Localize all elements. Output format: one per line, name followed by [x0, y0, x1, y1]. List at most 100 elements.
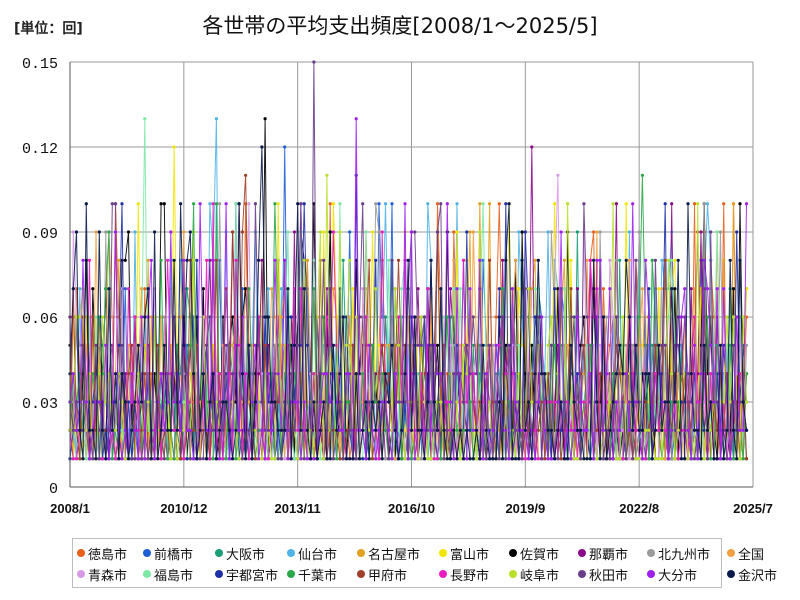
- data-point: [575, 230, 580, 234]
- data-point: [510, 287, 514, 291]
- data-point: [575, 372, 580, 376]
- data-point: [123, 287, 127, 291]
- data-point: [253, 202, 257, 206]
- legend-item: 大阪市: [215, 543, 265, 563]
- data-point: [377, 343, 381, 347]
- data-point: [679, 315, 684, 319]
- data-point: [328, 400, 332, 404]
- data-point: [653, 258, 658, 262]
- data-point: [553, 343, 557, 347]
- data-point: [435, 230, 440, 234]
- data-point: [458, 457, 462, 461]
- data-point: [218, 400, 222, 404]
- data-point: [133, 315, 137, 319]
- data-point: [302, 457, 306, 461]
- data-point: [387, 258, 391, 262]
- data-point: [367, 400, 371, 404]
- data-point: [455, 230, 459, 234]
- data-point: [348, 258, 352, 262]
- data-point: [396, 400, 401, 404]
- data-point: [618, 457, 622, 461]
- data-point: [536, 258, 540, 262]
- data-point: [185, 457, 189, 461]
- legend-swatch: [578, 549, 586, 557]
- data-point: [715, 457, 719, 461]
- data-point: [104, 230, 108, 234]
- data-point: [640, 343, 645, 347]
- data-point: [468, 230, 472, 234]
- data-point: [201, 287, 205, 291]
- data-point: [494, 400, 498, 404]
- legend-swatch: [287, 549, 295, 557]
- data-point: [140, 428, 144, 432]
- data-point: [670, 287, 674, 291]
- data-point: [211, 202, 215, 206]
- data-point: [478, 343, 482, 347]
- data-point: [198, 202, 202, 206]
- data-point: [673, 400, 677, 404]
- data-point: [328, 457, 332, 461]
- data-point: [588, 258, 593, 262]
- data-point: [644, 428, 648, 432]
- data-point: [478, 258, 482, 262]
- data-point: [208, 315, 212, 319]
- data-point: [162, 343, 166, 347]
- data-point: [647, 315, 651, 319]
- data-point: [644, 343, 648, 347]
- x-tick-label: 2016/10: [388, 501, 435, 516]
- data-point: [501, 287, 505, 291]
- x-tick-label: 2010/12: [160, 501, 207, 516]
- data-point: [390, 343, 394, 347]
- data-point: [257, 400, 261, 404]
- data-point: [351, 287, 355, 291]
- data-point: [71, 287, 75, 291]
- data-point: [666, 457, 671, 461]
- data-point: [627, 315, 632, 319]
- data-point: [540, 372, 544, 376]
- data-point: [192, 428, 196, 432]
- data-point: [725, 428, 729, 432]
- legend-label: 全国: [738, 547, 765, 563]
- legend-label: 青森市: [88, 568, 128, 584]
- data-point: [501, 457, 505, 461]
- data-point: [484, 343, 488, 347]
- data-point: [731, 287, 736, 291]
- data-point: [497, 400, 501, 404]
- data-point: [120, 457, 124, 461]
- data-point: [494, 315, 498, 319]
- data-point: [601, 457, 606, 461]
- data-point: [214, 258, 218, 262]
- legend-item: 仙台市: [287, 543, 337, 563]
- data-point: [471, 428, 475, 432]
- data-point: [497, 457, 501, 461]
- data-point: [575, 315, 580, 319]
- data-point: [445, 428, 449, 432]
- data-point: [637, 230, 641, 234]
- data-point: [731, 202, 736, 206]
- data-point: [364, 315, 368, 319]
- data-point: [312, 372, 316, 376]
- data-point: [598, 457, 602, 461]
- data-point: [292, 230, 296, 234]
- data-point: [426, 202, 430, 206]
- data-point: [234, 428, 238, 432]
- data-point: [250, 457, 254, 461]
- data-point: [198, 428, 202, 432]
- data-point: [686, 428, 690, 432]
- legend-swatch: [143, 549, 151, 557]
- data-point: [387, 400, 391, 404]
- data-point: [344, 457, 349, 461]
- data-point: [692, 343, 697, 347]
- data-point: [435, 202, 440, 206]
- data-point: [504, 202, 508, 206]
- data-point: [74, 428, 79, 432]
- data-point: [153, 230, 157, 234]
- data-point: [474, 457, 479, 461]
- data-point: [286, 230, 290, 234]
- data-point: [731, 343, 736, 347]
- data-point: [302, 400, 306, 404]
- data-point: [637, 457, 641, 461]
- data-point: [448, 287, 453, 291]
- legend-swatch: [439, 549, 447, 557]
- data-point: [273, 400, 277, 404]
